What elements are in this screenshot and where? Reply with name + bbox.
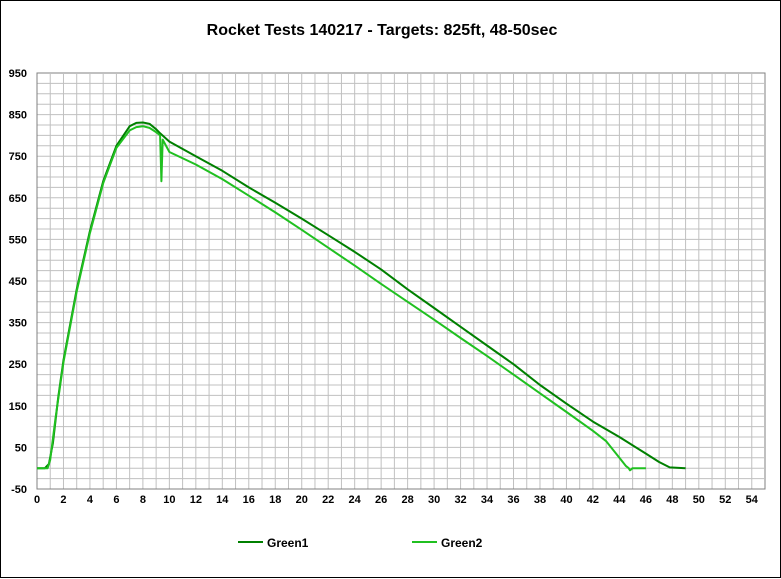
legend: Green1 Green2: [238, 536, 483, 550]
x-tick-label: 8: [140, 494, 146, 506]
x-tick-label: 34: [481, 494, 494, 506]
series-line-green2: [37, 125, 646, 472]
y-tick-label: 350: [9, 318, 27, 330]
x-tick-label: 20: [296, 494, 308, 506]
x-tick-label: 12: [190, 494, 202, 506]
x-tick-label: 52: [719, 494, 731, 506]
x-tick-label: 38: [534, 494, 546, 506]
x-tick-label: 14: [216, 494, 229, 506]
legend-label: Green2: [441, 536, 483, 550]
x-tick-label: 16: [243, 494, 255, 506]
x-tick-label: 22: [322, 494, 334, 506]
y-tick-label: -50: [11, 484, 27, 496]
x-tick-label: 50: [693, 494, 705, 506]
legend-label: Green1: [267, 536, 309, 550]
x-tick-label: 40: [560, 494, 572, 506]
x-tick-label: 18: [269, 494, 281, 506]
x-tick-label: 26: [375, 494, 387, 506]
x-tick-label: 10: [163, 494, 175, 506]
x-tick-label: 54: [746, 494, 759, 506]
x-tick-label: 42: [587, 494, 599, 506]
y-tick-label: 250: [9, 359, 27, 371]
y-tick-label: 450: [9, 276, 27, 288]
y-tick-label: 650: [9, 193, 27, 205]
y-tick-label: 50: [15, 442, 27, 454]
x-tick-label: 32: [454, 494, 466, 506]
y-tick-label: 150: [9, 401, 27, 413]
x-tick-label: 4: [87, 494, 94, 506]
x-tick-label: 2: [60, 494, 66, 506]
x-tick-label: 46: [640, 494, 652, 506]
y-tick-label: 850: [9, 110, 27, 122]
y-tick-label: 750: [9, 151, 27, 163]
x-tick-label: 30: [428, 494, 440, 506]
x-tick-label: 6: [113, 494, 119, 506]
x-tick-label: 44: [613, 494, 626, 506]
y-tick-label: 950: [9, 68, 27, 80]
x-tick-label: 24: [349, 494, 362, 506]
x-tick-label: 0: [34, 494, 40, 506]
y-tick-label: 550: [9, 234, 27, 246]
chart-title: Rocket Tests 140217 - Targets: 825ft, 48…: [207, 22, 558, 39]
x-tick-label: 36: [507, 494, 519, 506]
x-tick-label: 48: [666, 494, 678, 506]
x-tick-label: 28: [401, 494, 413, 506]
